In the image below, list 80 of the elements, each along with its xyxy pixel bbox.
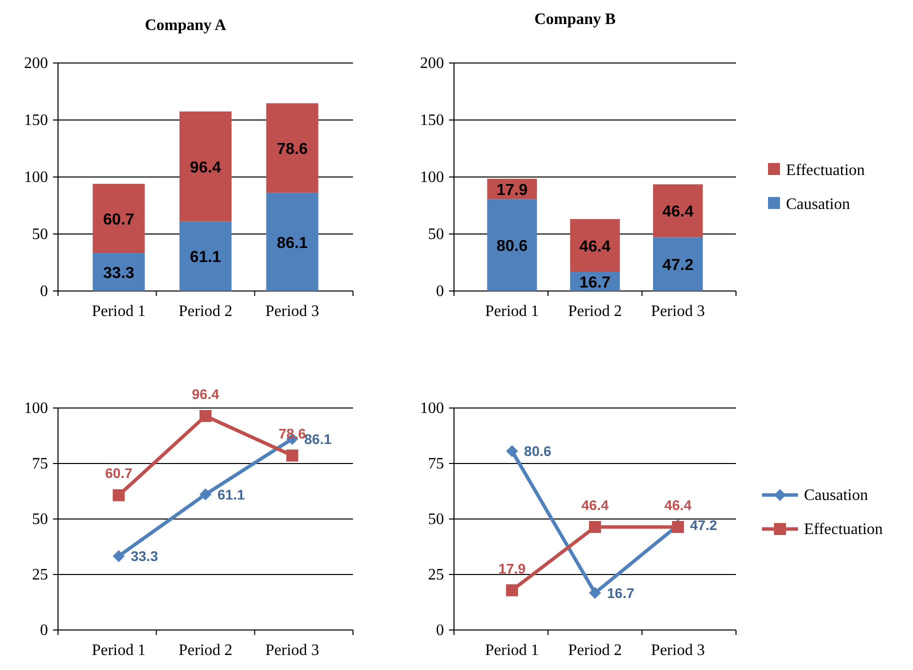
y-tick-label: 200 — [420, 55, 444, 72]
y-tick-label: 50 — [32, 226, 48, 243]
bar — [266, 192, 318, 291]
point — [286, 450, 298, 462]
point — [200, 410, 212, 422]
bar — [653, 184, 703, 238]
data-label: 61.1 — [190, 249, 222, 266]
x-tick-label: Period 2 — [178, 642, 232, 659]
data-label: 46.4 — [664, 496, 692, 513]
data-label: 33.3 — [130, 548, 158, 564]
y-tick-label: 100 — [24, 169, 48, 186]
data-label: 60.7 — [105, 465, 133, 482]
x-tick-label: Period 3 — [651, 303, 705, 320]
point — [589, 586, 601, 599]
y-tick-label: 25 — [428, 566, 444, 584]
data-label: 96.4 — [192, 386, 220, 402]
point — [506, 584, 518, 596]
bar — [487, 199, 537, 291]
legend-label: Causation — [804, 487, 868, 504]
data-label: 33.3 — [103, 265, 134, 282]
bar — [266, 103, 318, 193]
y-tick-label: 25 — [32, 566, 48, 584]
bar — [653, 237, 703, 291]
y-tick-label: 0 — [40, 622, 48, 639]
x-tick-label: Period 1 — [92, 642, 146, 659]
x-tick-label: Period 1 — [485, 642, 539, 659]
y-tick-label: 100 — [420, 169, 444, 186]
y-tick-label: 0 — [436, 283, 444, 300]
x-tick-label: Period 2 — [568, 642, 622, 659]
point — [200, 488, 212, 500]
x-tick-label: Period 3 — [265, 642, 320, 659]
data-label: 96.4 — [190, 159, 222, 176]
bar — [92, 253, 145, 291]
data-label: 46.4 — [579, 238, 611, 256]
y-tick-label: 75 — [428, 456, 444, 472]
bar — [570, 219, 620, 272]
data-label: 80.6 — [496, 238, 528, 256]
y-tick-label: 200 — [24, 55, 48, 72]
data-label: 86.1 — [276, 234, 308, 252]
point — [506, 445, 518, 458]
chart-title: Company A — [144, 17, 227, 34]
x-tick-label: Period 1 — [485, 303, 539, 320]
y-tick-label: 50 — [428, 511, 444, 528]
x-tick-label: Period 3 — [651, 642, 705, 659]
y-tick-label: 150 — [420, 112, 444, 129]
point — [589, 520, 601, 533]
data-label: 47.2 — [662, 257, 694, 274]
x-tick-label: Period 3 — [265, 303, 320, 320]
y-tick-label: 0 — [40, 283, 48, 300]
data-label: 80.6 — [524, 443, 552, 460]
data-label: 17.9 — [498, 560, 526, 576]
x-tick-label: Period 1 — [92, 303, 146, 320]
data-label: 61.1 — [218, 486, 245, 502]
y-tick-label: 100 — [24, 400, 48, 417]
y-tick-label: 75 — [32, 456, 48, 472]
data-label: 78.6 — [276, 141, 308, 158]
data-label: 60.7 — [103, 211, 134, 228]
chart-title: Company B — [534, 11, 616, 28]
y-tick-label: 100 — [420, 400, 444, 417]
legend-label: Effectuation — [804, 521, 883, 538]
legend-label: Causation — [786, 196, 850, 213]
data-label: 16.7 — [579, 274, 611, 292]
point — [112, 489, 125, 502]
y-tick-label: 50 — [32, 511, 48, 528]
y-tick-label: 0 — [436, 622, 444, 639]
bar — [179, 111, 232, 222]
y-tick-label: 50 — [428, 226, 444, 243]
x-tick-label: Period 2 — [568, 303, 622, 320]
data-label: 46.4 — [662, 204, 694, 221]
data-label: 47.2 — [690, 517, 718, 534]
point — [112, 550, 125, 562]
legend-label: Effectuation — [786, 162, 865, 179]
data-label: 86.1 — [304, 430, 332, 447]
bar — [92, 184, 145, 254]
x-tick-label: Period 2 — [178, 303, 232, 320]
bar — [179, 221, 232, 291]
y-tick-label: 150 — [24, 112, 48, 129]
data-label: 46.4 — [581, 496, 609, 513]
data-label: 16.7 — [607, 584, 634, 601]
data-label: 17.9 — [496, 182, 528, 199]
